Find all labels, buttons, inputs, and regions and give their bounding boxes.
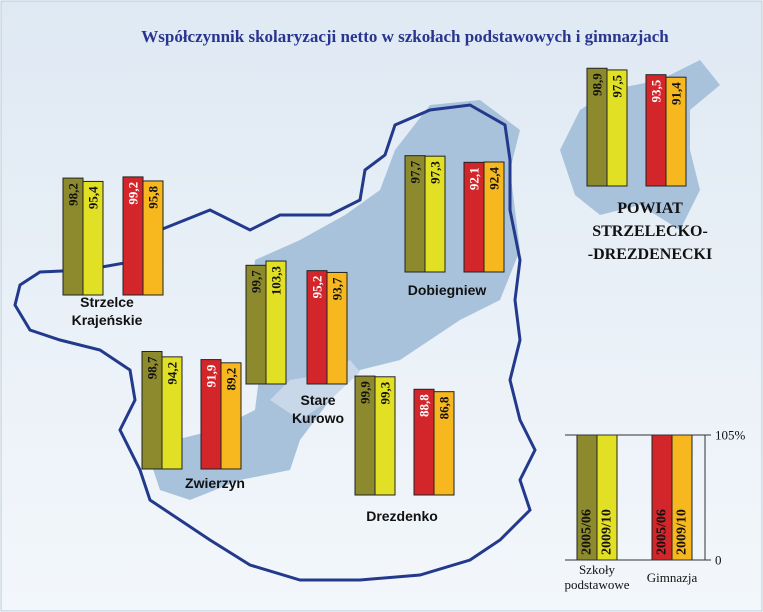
- value-label: 89,2: [224, 368, 239, 391]
- value-label: 95,4: [86, 186, 101, 209]
- bar: [161, 356, 183, 470]
- legend-label: 2005/06: [580, 509, 595, 555]
- value-label: 97,7: [408, 160, 423, 183]
- bar: [142, 180, 164, 296]
- bar: [606, 69, 628, 187]
- region-label: Drezdenko: [366, 508, 438, 524]
- county-outline: [13, 103, 537, 582]
- value-label: 86,8: [437, 396, 452, 419]
- legend-label: 2009/10: [675, 509, 690, 555]
- value-label: 98,7: [145, 356, 160, 379]
- bar: [665, 76, 687, 187]
- value-label: 99,3: [378, 381, 393, 404]
- legend-label: 2009/10: [600, 509, 615, 555]
- chart-title: Współczynnik skolaryzacji netto w szkoła…: [141, 27, 669, 46]
- region-label: STRZELECKO-: [592, 223, 708, 240]
- value-label: 97,3: [428, 161, 443, 184]
- value-label: 99,7: [249, 270, 264, 293]
- value-label: 92,4: [487, 167, 502, 190]
- bar: [483, 161, 505, 273]
- value-label: 99,9: [358, 381, 373, 404]
- bar: [326, 271, 348, 385]
- value-label: 88,8: [417, 394, 432, 417]
- region-label: Kurowo: [292, 410, 344, 426]
- bar: [374, 376, 396, 496]
- value-label: 95,2: [310, 276, 325, 299]
- region-label: Strzelce: [80, 294, 134, 310]
- y-tick-label: 0: [715, 553, 722, 568]
- region-label: Stare: [300, 392, 335, 408]
- value-label: 95,8: [146, 185, 161, 208]
- legend-group-label: Gimnazja: [647, 570, 698, 585]
- value-label: 92,1: [467, 167, 482, 190]
- value-label: 99,2: [126, 182, 141, 205]
- value-label: 94,2: [165, 362, 180, 385]
- value-label: 93,5: [649, 79, 664, 102]
- value-label: 103,3: [269, 266, 284, 296]
- legend-group-label: Szkoły: [579, 562, 616, 577]
- region-label: Dobiegniew: [408, 282, 487, 298]
- legend-group-label: podstawowe: [565, 577, 630, 592]
- y-tick-label: 105%: [715, 428, 746, 443]
- legend-label: 2005/06: [655, 509, 670, 555]
- value-label: 91,4: [669, 82, 684, 105]
- value-label: 93,7: [330, 277, 345, 300]
- bar: [82, 180, 104, 296]
- region-label: -DREZDENECKI: [588, 246, 712, 263]
- bar: [424, 155, 446, 273]
- value-label: 98,2: [66, 183, 81, 206]
- bar: [220, 362, 242, 470]
- bar: [265, 260, 287, 385]
- region-label: Krajeńskie: [72, 312, 143, 328]
- value-label: 97,5: [610, 74, 625, 97]
- value-label: 91,9: [204, 364, 219, 387]
- region-label: Zwierzyn: [185, 475, 245, 491]
- region-label: POWIAT: [617, 200, 683, 217]
- bar: [433, 391, 455, 496]
- value-label: 98,9: [590, 73, 605, 96]
